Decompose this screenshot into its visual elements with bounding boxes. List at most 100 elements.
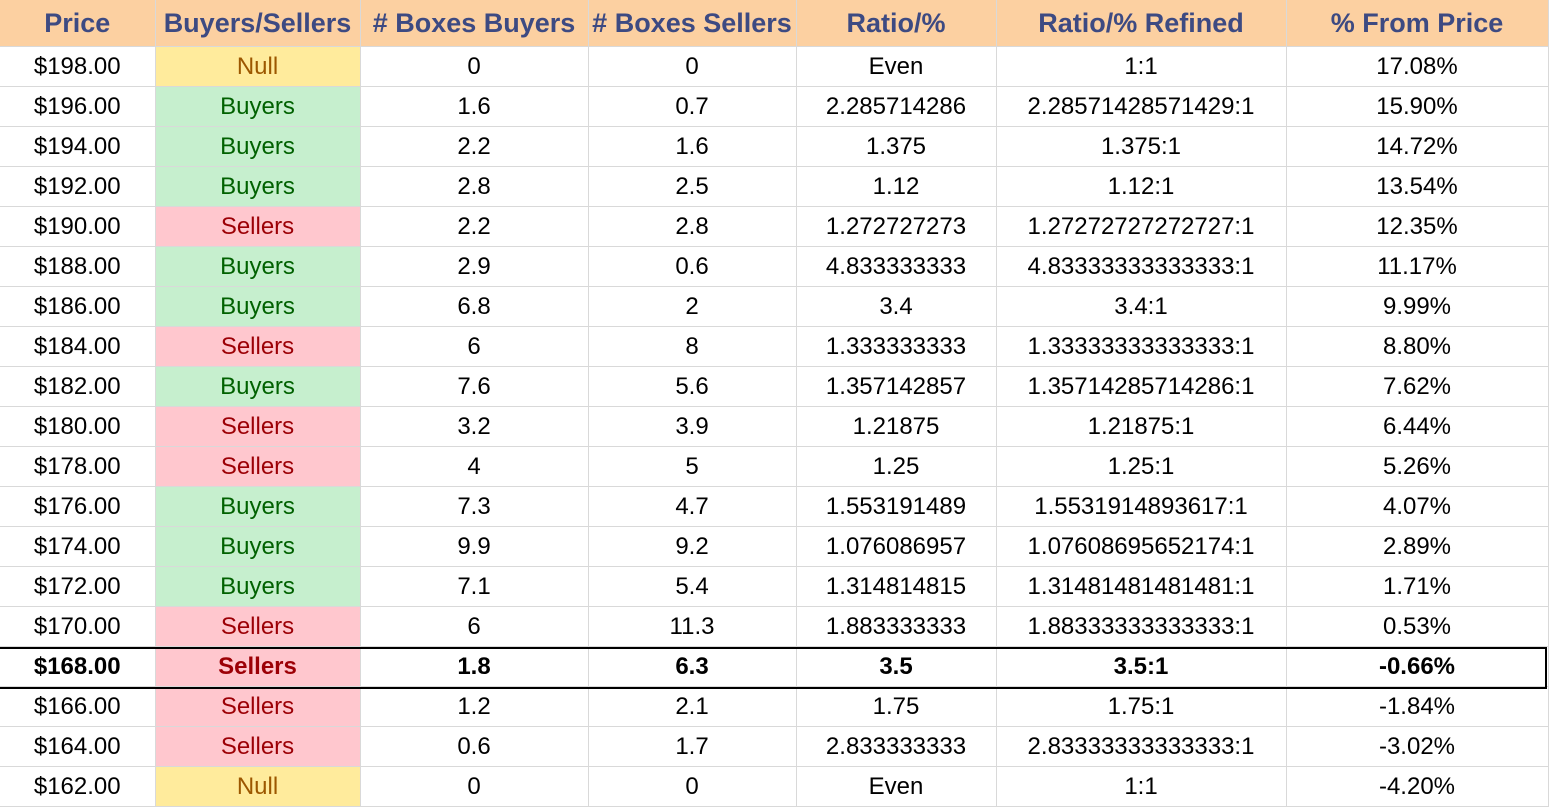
side-cell[interactable]: Buyers	[155, 286, 361, 327]
from-price-cell[interactable]: 8.80%	[1286, 326, 1549, 367]
boxes-buyers-cell[interactable]: 6.8	[360, 286, 589, 327]
boxes-buyers-cell[interactable]: 7.6	[360, 366, 589, 407]
price-cell[interactable]: $194.00	[0, 126, 156, 167]
boxes-sellers-cell[interactable]: 6.3	[588, 646, 797, 687]
boxes-buyers-cell[interactable]: 9.9	[360, 526, 589, 567]
from-price-cell[interactable]: 1.71%	[1286, 566, 1549, 607]
header-boxes-sellers[interactable]: # Boxes Sellers	[588, 0, 797, 47]
ratio-refined-cell[interactable]: 1.07608695652174:1	[996, 526, 1287, 567]
ratio-refined-cell[interactable]: 2.28571428571429:1	[996, 86, 1287, 127]
boxes-buyers-cell[interactable]: 2.8	[360, 166, 589, 207]
price-cell[interactable]: $184.00	[0, 326, 156, 367]
header-price[interactable]: Price	[0, 0, 156, 47]
boxes-buyers-cell[interactable]: 2.2	[360, 206, 589, 247]
from-price-cell[interactable]: -1.84%	[1286, 686, 1549, 727]
ratio-refined-cell[interactable]: 1.31481481481481:1	[996, 566, 1287, 607]
boxes-sellers-cell[interactable]: 0.7	[588, 86, 797, 127]
price-cell[interactable]: $198.00	[0, 46, 156, 87]
ratio-cell[interactable]: 3.5	[796, 646, 997, 687]
boxes-buyers-cell[interactable]: 1.2	[360, 686, 589, 727]
ratio-refined-cell[interactable]: 3.5:1	[996, 646, 1287, 687]
boxes-buyers-cell[interactable]: 0	[360, 46, 589, 87]
ratio-refined-cell[interactable]: 1.88333333333333:1	[996, 606, 1287, 647]
price-cell[interactable]: $176.00	[0, 486, 156, 527]
ratio-refined-cell[interactable]: 4.83333333333333:1	[996, 246, 1287, 287]
side-cell[interactable]: Sellers	[155, 326, 361, 367]
ratio-refined-cell[interactable]: 1.33333333333333:1	[996, 326, 1287, 367]
price-cell[interactable]: $162.00	[0, 766, 156, 807]
price-cell[interactable]: $196.00	[0, 86, 156, 127]
ratio-refined-cell[interactable]: 2.83333333333333:1	[996, 726, 1287, 767]
boxes-sellers-cell[interactable]: 0	[588, 766, 797, 807]
side-cell[interactable]: Buyers	[155, 366, 361, 407]
price-cell[interactable]: $186.00	[0, 286, 156, 327]
price-cell[interactable]: $166.00	[0, 686, 156, 727]
boxes-sellers-cell[interactable]: 3.9	[588, 406, 797, 447]
boxes-sellers-cell[interactable]: 0	[588, 46, 797, 87]
side-cell[interactable]: Sellers	[155, 206, 361, 247]
from-price-cell[interactable]: 12.35%	[1286, 206, 1549, 247]
header-buyers-sellers[interactable]: Buyers/Sellers	[155, 0, 361, 47]
from-price-cell[interactable]: 9.99%	[1286, 286, 1549, 327]
from-price-cell[interactable]: 7.62%	[1286, 366, 1549, 407]
boxes-sellers-cell[interactable]: 0.6	[588, 246, 797, 287]
price-cell[interactable]: $168.00	[0, 646, 156, 687]
boxes-buyers-cell[interactable]: 2.2	[360, 126, 589, 167]
side-cell[interactable]: Buyers	[155, 126, 361, 167]
side-cell[interactable]: Buyers	[155, 246, 361, 287]
boxes-buyers-cell[interactable]: 3.2	[360, 406, 589, 447]
price-cell[interactable]: $182.00	[0, 366, 156, 407]
price-cell[interactable]: $170.00	[0, 606, 156, 647]
side-cell[interactable]: Sellers	[155, 686, 361, 727]
boxes-buyers-cell[interactable]: 1.6	[360, 86, 589, 127]
ratio-refined-cell[interactable]: 1.5531914893617:1	[996, 486, 1287, 527]
from-price-cell[interactable]: 4.07%	[1286, 486, 1549, 527]
from-price-cell[interactable]: 14.72%	[1286, 126, 1549, 167]
boxes-sellers-cell[interactable]: 5	[588, 446, 797, 487]
ratio-cell[interactable]: 1.357142857	[796, 366, 997, 407]
from-price-cell[interactable]: 0.53%	[1286, 606, 1549, 647]
side-cell[interactable]: Null	[155, 46, 361, 87]
from-price-cell[interactable]: 15.90%	[1286, 86, 1549, 127]
price-cell[interactable]: $188.00	[0, 246, 156, 287]
boxes-sellers-cell[interactable]: 11.3	[588, 606, 797, 647]
ratio-cell[interactable]: 1.25	[796, 446, 997, 487]
ratio-refined-cell[interactable]: 1.21875:1	[996, 406, 1287, 447]
ratio-cell[interactable]: 1.375	[796, 126, 997, 167]
side-cell[interactable]: Buyers	[155, 86, 361, 127]
from-price-cell[interactable]: 6.44%	[1286, 406, 1549, 447]
header-ratio[interactable]: Ratio/%	[796, 0, 997, 47]
header-boxes-buyers[interactable]: # Boxes Buyers	[360, 0, 589, 47]
side-cell[interactable]: Sellers	[155, 646, 361, 687]
ratio-refined-cell[interactable]: 1.375:1	[996, 126, 1287, 167]
from-price-cell[interactable]: 5.26%	[1286, 446, 1549, 487]
price-cell[interactable]: $190.00	[0, 206, 156, 247]
ratio-cell[interactable]: 1.12	[796, 166, 997, 207]
ratio-cell[interactable]: 2.285714286	[796, 86, 997, 127]
boxes-sellers-cell[interactable]: 2.1	[588, 686, 797, 727]
from-price-cell[interactable]: 17.08%	[1286, 46, 1549, 87]
boxes-sellers-cell[interactable]: 1.7	[588, 726, 797, 767]
boxes-buyers-cell[interactable]: 2.9	[360, 246, 589, 287]
ratio-refined-cell[interactable]: 3.4:1	[996, 286, 1287, 327]
from-price-cell[interactable]: -3.02%	[1286, 726, 1549, 767]
ratio-cell[interactable]: 1.21875	[796, 406, 997, 447]
ratio-cell[interactable]: 1.75	[796, 686, 997, 727]
side-cell[interactable]: Null	[155, 766, 361, 807]
ratio-cell[interactable]: 1.333333333	[796, 326, 997, 367]
price-cell[interactable]: $180.00	[0, 406, 156, 447]
boxes-buyers-cell[interactable]: 6	[360, 326, 589, 367]
ratio-cell[interactable]: 4.833333333	[796, 246, 997, 287]
boxes-buyers-cell[interactable]: 6	[360, 606, 589, 647]
ratio-cell[interactable]: 1.272727273	[796, 206, 997, 247]
boxes-buyers-cell[interactable]: 7.1	[360, 566, 589, 607]
ratio-refined-cell[interactable]: 1.35714285714286:1	[996, 366, 1287, 407]
from-price-cell[interactable]: 2.89%	[1286, 526, 1549, 567]
ratio-cell[interactable]: 2.833333333	[796, 726, 997, 767]
boxes-buyers-cell[interactable]: 0	[360, 766, 589, 807]
boxes-buyers-cell[interactable]: 0.6	[360, 726, 589, 767]
ratio-cell[interactable]: 1.553191489	[796, 486, 997, 527]
boxes-sellers-cell[interactable]: 8	[588, 326, 797, 367]
side-cell[interactable]: Buyers	[155, 166, 361, 207]
price-cell[interactable]: $174.00	[0, 526, 156, 567]
